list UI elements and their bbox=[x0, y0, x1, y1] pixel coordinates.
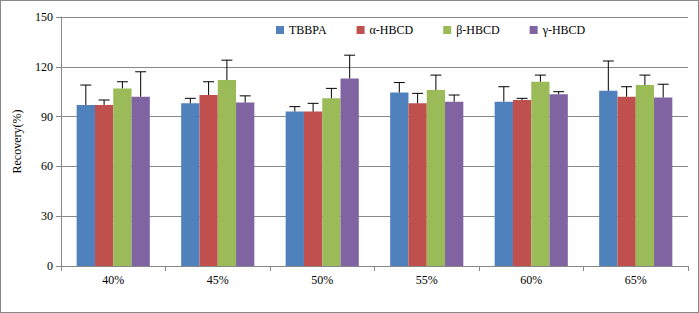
svg-text:55%: 55% bbox=[416, 273, 438, 287]
svg-text:45%: 45% bbox=[207, 273, 229, 287]
svg-text:α-HBCD: α-HBCD bbox=[370, 23, 414, 37]
svg-text:β-HBCD: β-HBCD bbox=[456, 23, 500, 37]
svg-text:30: 30 bbox=[41, 209, 53, 223]
svg-text:50%: 50% bbox=[311, 273, 333, 287]
svg-text:150: 150 bbox=[35, 10, 53, 24]
svg-text:60%: 60% bbox=[520, 273, 542, 287]
svg-text:0: 0 bbox=[47, 259, 53, 273]
svg-text:65%: 65% bbox=[625, 273, 647, 287]
svg-text:Recovery(%): Recovery(%) bbox=[10, 110, 24, 174]
svg-text:40%: 40% bbox=[102, 273, 124, 287]
svg-text:120: 120 bbox=[35, 60, 53, 74]
svg-text:TBBPA: TBBPA bbox=[289, 23, 327, 37]
svg-text:90: 90 bbox=[41, 110, 53, 124]
svg-text:γ-HBCD: γ-HBCD bbox=[542, 23, 586, 37]
svg-text:60: 60 bbox=[41, 159, 53, 173]
